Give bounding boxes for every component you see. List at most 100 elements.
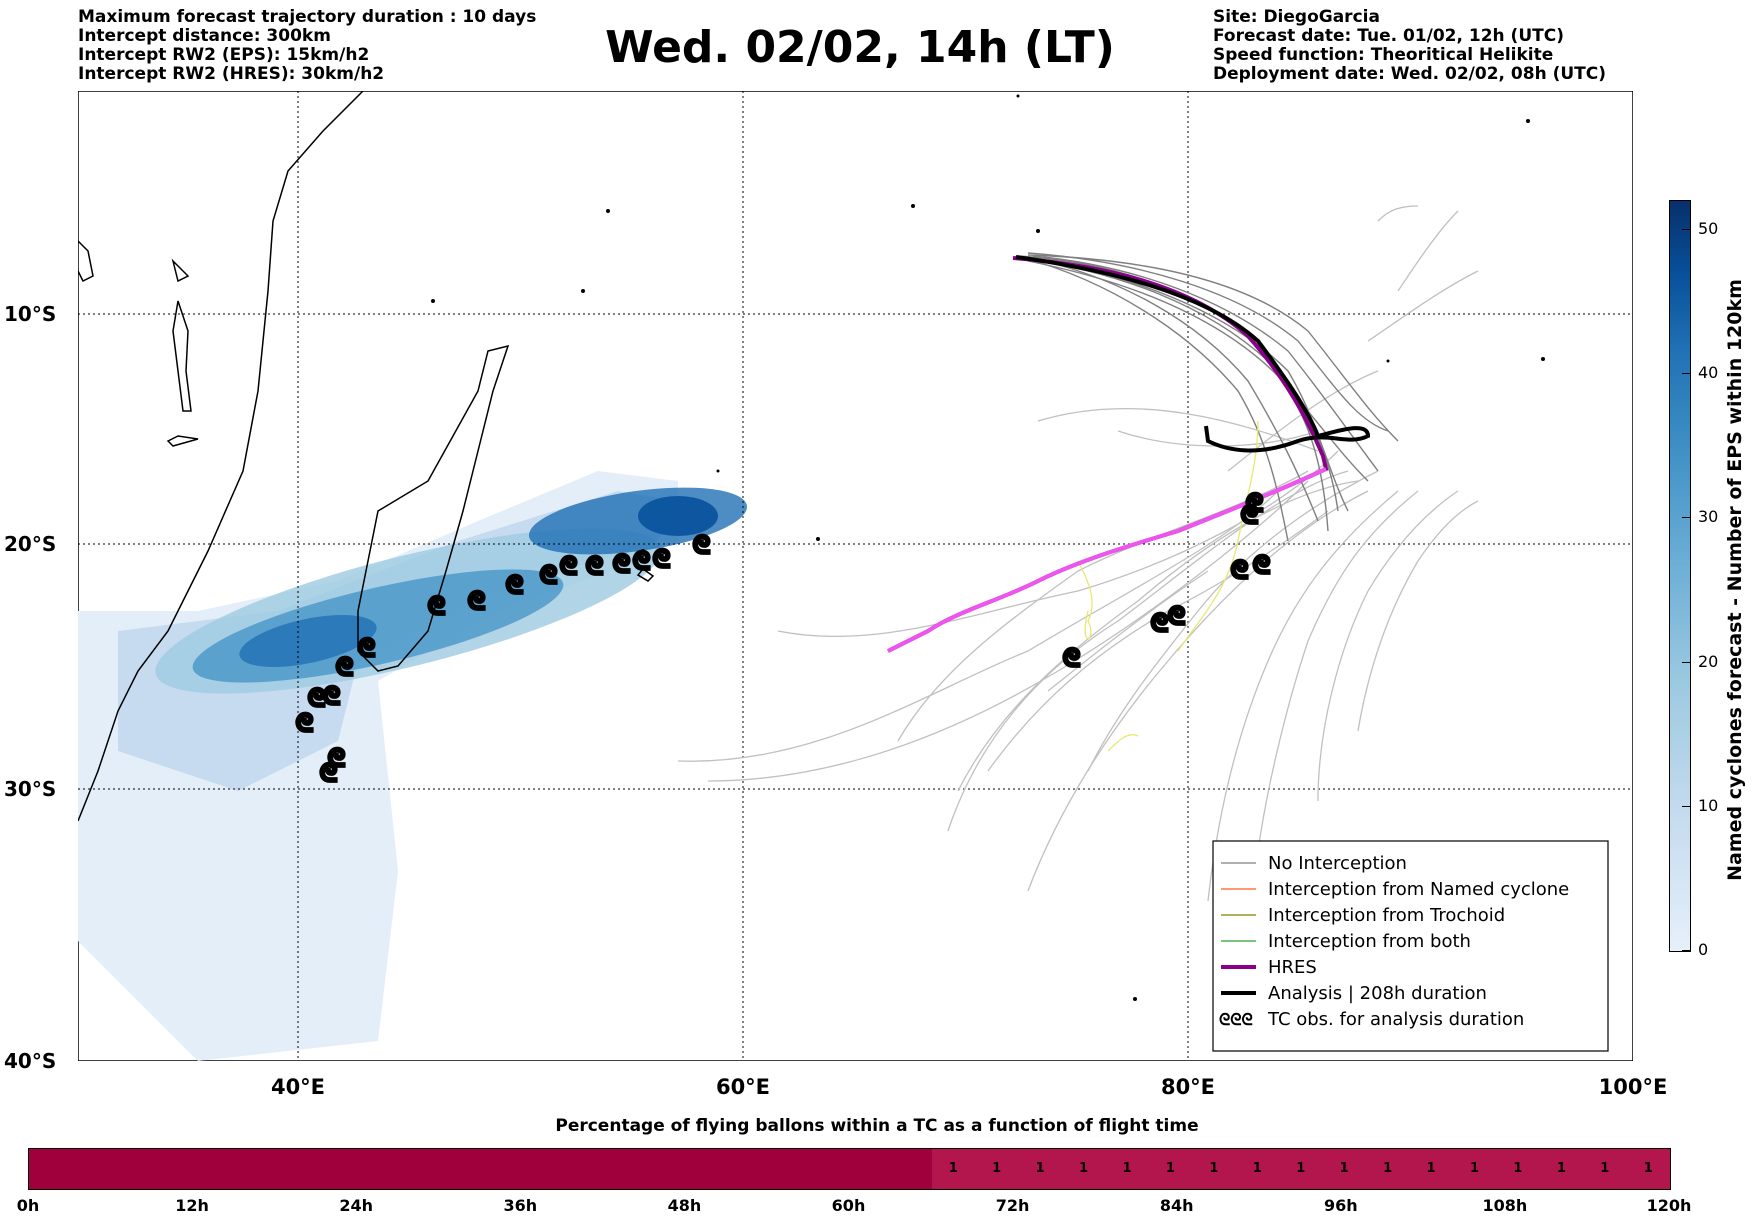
- time-label: 0h: [16, 1196, 40, 1215]
- time-label: 36h: [503, 1196, 538, 1215]
- lon-label-60e: 60°E: [715, 1075, 771, 1099]
- percentage-cell: 1: [1079, 1161, 1089, 1176]
- tc-obs-icon: ᘓ: [468, 587, 485, 615]
- lon-label-80e: 80°E: [1160, 1075, 1216, 1099]
- colorbar-tick-mark: [1682, 373, 1690, 375]
- time-label: 72h: [995, 1196, 1030, 1215]
- tc-obs-icon: ᘓ: [296, 709, 313, 737]
- tc-obs-icon: ᘓ: [320, 759, 337, 787]
- tc-obs-icon: ᘓ: [586, 552, 603, 580]
- tc-obs-icon: ᘓ: [560, 552, 577, 580]
- tc-obs-icon: ᘓ: [1253, 551, 1270, 579]
- legend-label: Interception from both: [1268, 931, 1471, 952]
- tc-obs-icon: ᘓ: [308, 684, 325, 712]
- lat-label-20s: 20°S: [4, 532, 57, 556]
- legend-label: Interception from Trochoid: [1268, 905, 1505, 926]
- tc-obs-icon: ᘓ: [1151, 609, 1168, 637]
- tc-obs-icon: ᘓ: [1168, 602, 1185, 630]
- colorbar-tick-mark: [1682, 517, 1690, 519]
- percentage-cell: 1: [1209, 1161, 1219, 1176]
- speed-function-text: Speed function: Theoritical Helikite: [1213, 45, 1554, 65]
- tc-obs-icon: ᘓ: [1231, 556, 1248, 584]
- tc-obs-legend-icon: ᘓᘓᘓ: [1219, 1010, 1253, 1029]
- colorbar-tick-label: 50: [1698, 218, 1719, 238]
- colorbar-label: Named cyclones forecast - Number of EPS …: [1724, 279, 1746, 881]
- time-label: 84h: [1159, 1196, 1194, 1215]
- colorbar-tick-label: 10: [1698, 795, 1719, 815]
- percentage-cell: 1: [1122, 1161, 1132, 1176]
- intercept-distance-text: Intercept distance: 300km: [78, 26, 331, 46]
- percentage-cell: 1: [948, 1161, 958, 1176]
- percentage-cell: 1: [1513, 1161, 1523, 1176]
- tc-obs-markers: ᘓ ᘓ ᘓ ᘓ ᘓ ᘓ ᘓ ᘓ ᘓ ᘓ ᘓ ᘓ ᘓ ᘓ ᘓ ᘓ ᘓ ᘓ ᘓ ᘓ …: [295, 488, 1272, 789]
- percentage-cell: 1: [1469, 1161, 1480, 1176]
- coastlines: [78, 91, 655, 822]
- colorbar-tick-label: 20: [1698, 651, 1719, 671]
- forecast-date-text: Forecast date: Tue. 01/02, 12h (UTC): [1213, 26, 1564, 46]
- colorbar-tick-mark: [1682, 661, 1690, 663]
- time-label: 96h: [1323, 1196, 1358, 1215]
- trochoid-traces: [1077, 420, 1259, 752]
- grid-lines: [78, 91, 1633, 1061]
- max-duration-text: Maximum forecast trajectory duration : 1…: [78, 7, 537, 27]
- tc-obs-icon: ᘓ: [1063, 644, 1080, 672]
- colorbar-tick-mark: [1682, 805, 1690, 807]
- percentage-bar: 1 1 1 1 1 1 1 1 1 1 1 1 1 1 1 1 1: [28, 1148, 1671, 1190]
- percentage-title: Percentage of flying ballons within a TC…: [555, 1116, 1199, 1136]
- intercept-eps-text: Intercept RW2 (EPS): 15km/h2: [78, 45, 370, 65]
- time-label: 24h: [339, 1196, 374, 1215]
- tc-obs-icon: ᘓ: [653, 545, 670, 573]
- colorbar-tick-label: 40: [1698, 363, 1719, 383]
- lon-label-40e: 40°E: [270, 1075, 326, 1099]
- tc-obs-icon: ᘓ: [693, 531, 710, 559]
- time-label: 60h: [831, 1196, 866, 1215]
- lat-label-30s: 30°S: [4, 777, 57, 801]
- percentage-cell: 1: [1643, 1161, 1653, 1176]
- time-label: 120h: [1646, 1196, 1692, 1215]
- header-right-info: Site: DiegoGarcia Forecast date: Tue. 01…: [1213, 8, 1606, 84]
- tc-obs-icon: ᘓ: [328, 744, 345, 772]
- colorbar-tick-mark: [1682, 950, 1690, 951]
- percentage-cell: 1: [1339, 1161, 1349, 1176]
- percentage-cell: 1: [1556, 1161, 1566, 1176]
- tc-obs-icon: ᘓ: [336, 653, 353, 681]
- legend-label: HRES: [1268, 957, 1317, 978]
- percentage-cell: 1: [1296, 1161, 1306, 1176]
- lat-label-10s: 10°S: [4, 302, 57, 326]
- percentage-fill: [29, 1149, 932, 1189]
- legend-label: No Interception: [1268, 853, 1407, 874]
- tc-obs-icon: ᘓ: [358, 634, 375, 662]
- tc-obs-icon: ᘓ: [506, 571, 523, 599]
- legend-label: TC obs. for analysis duration: [1267, 1009, 1524, 1030]
- percentage-cell: 1: [1383, 1161, 1393, 1176]
- tc-obs-icon: ᘓ: [1241, 501, 1258, 529]
- page-title: Wed. 02/02, 14h (LT): [605, 22, 1115, 73]
- percentage-cell: 1: [1165, 1161, 1175, 1176]
- time-label: 12h: [175, 1196, 209, 1215]
- colorbar-tick-label: 30: [1698, 507, 1719, 527]
- lon-label-100e: 100°E: [1598, 1075, 1668, 1099]
- colorbar-tick-label: 0: [1698, 940, 1709, 959]
- site-text: Site: DiegoGarcia: [1213, 7, 1380, 27]
- time-label: 48h: [667, 1196, 702, 1215]
- legend-label: Analysis | 208h duration: [1268, 983, 1487, 1004]
- percentage-cell: 1: [1252, 1161, 1262, 1176]
- tc-obs-icon: ᘓ: [633, 547, 650, 575]
- colorbar: [1669, 200, 1691, 952]
- tc-obs-icon: ᘓ: [540, 561, 557, 589]
- percentage-cell: 1: [1426, 1161, 1436, 1176]
- tc-obs-icon: ᘓ: [323, 682, 340, 710]
- tc-obs-icon: ᘓ: [1246, 489, 1263, 517]
- tc-obs-icon: ᘓ: [428, 592, 445, 620]
- header-left-info: Maximum forecast trajectory duration : 1…: [78, 8, 536, 84]
- lat-label-40s: 40°S: [4, 1049, 57, 1073]
- hres-trajectory-late: [887, 467, 1327, 653]
- percentage-cell: 1: [992, 1161, 1002, 1176]
- tc-obs-icon: ᘓ: [613, 550, 630, 578]
- time-label: 108h: [1482, 1196, 1528, 1215]
- percentage-cell: 1: [1600, 1161, 1610, 1176]
- percentage-cell: 1: [1035, 1161, 1045, 1176]
- colorbar-tick-mark: [1682, 228, 1690, 230]
- legend-label: Interception from Named cyclone: [1268, 879, 1569, 900]
- percentage-cells: 1 1 1 1 1 1 1 1 1 1 1 1 1 1 1 1 1: [931, 1149, 1670, 1189]
